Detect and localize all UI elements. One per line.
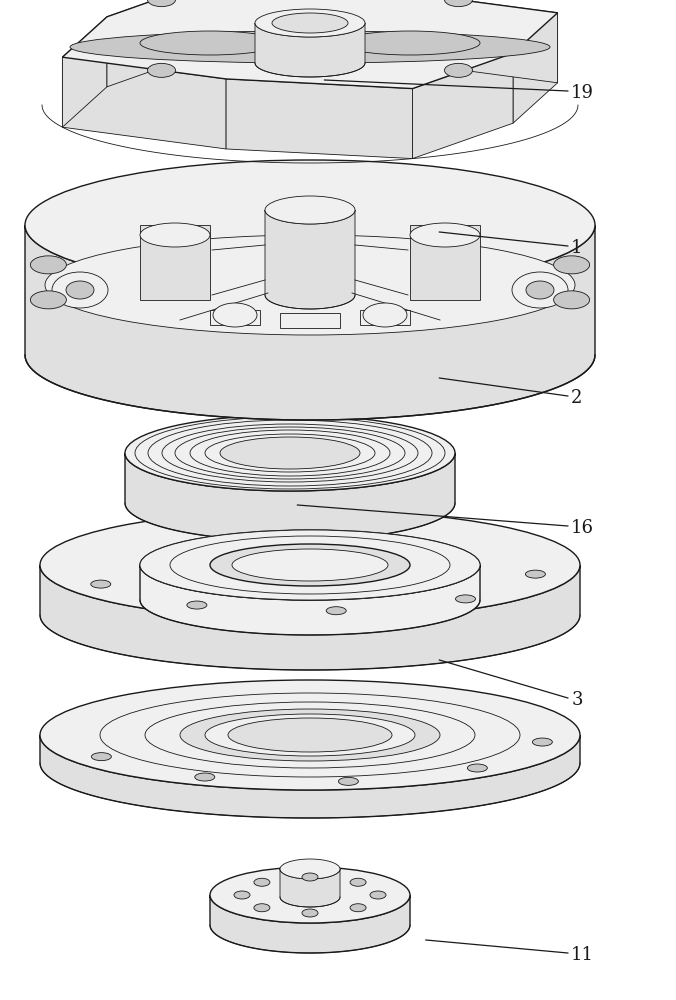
Ellipse shape [254,904,270,912]
Text: 1: 1 [571,239,583,257]
Ellipse shape [340,31,480,55]
Polygon shape [62,0,558,89]
Ellipse shape [370,891,386,899]
Text: 3: 3 [571,691,583,709]
Ellipse shape [512,272,568,308]
Ellipse shape [445,0,473,7]
Ellipse shape [232,549,388,581]
Ellipse shape [140,31,280,55]
Ellipse shape [302,873,318,881]
Ellipse shape [170,536,450,594]
Text: 16: 16 [571,519,594,537]
Ellipse shape [25,160,595,290]
Ellipse shape [30,291,66,309]
Ellipse shape [228,718,392,752]
Ellipse shape [220,437,360,469]
Polygon shape [412,53,513,159]
Ellipse shape [205,714,415,756]
Ellipse shape [66,281,94,299]
FancyBboxPatch shape [410,225,480,300]
Text: 11: 11 [571,946,594,964]
Ellipse shape [410,223,480,247]
Polygon shape [62,57,226,149]
Ellipse shape [302,909,318,917]
Ellipse shape [147,0,176,7]
Ellipse shape [445,63,473,77]
Ellipse shape [327,607,346,615]
Ellipse shape [180,709,440,761]
FancyBboxPatch shape [210,310,260,325]
Ellipse shape [52,272,108,308]
Ellipse shape [350,904,366,912]
Polygon shape [25,225,595,420]
Ellipse shape [272,13,348,33]
Ellipse shape [265,196,355,224]
Polygon shape [208,0,394,61]
Ellipse shape [125,415,455,491]
Ellipse shape [140,530,480,600]
Polygon shape [107,0,208,87]
Ellipse shape [210,544,410,586]
Ellipse shape [280,859,340,879]
Polygon shape [40,735,580,818]
Ellipse shape [40,510,580,620]
Ellipse shape [147,63,176,77]
Ellipse shape [255,9,365,37]
Polygon shape [513,13,558,123]
Ellipse shape [100,693,520,777]
Ellipse shape [195,773,215,781]
Polygon shape [394,0,558,83]
Polygon shape [140,565,480,635]
Ellipse shape [40,680,580,790]
Ellipse shape [533,738,552,746]
Ellipse shape [554,291,589,309]
Ellipse shape [456,595,475,603]
FancyBboxPatch shape [140,225,210,300]
Ellipse shape [526,281,554,299]
Text: 19: 19 [571,84,594,102]
Polygon shape [210,895,410,953]
Ellipse shape [140,223,210,247]
Ellipse shape [234,891,250,899]
Ellipse shape [91,753,112,761]
Ellipse shape [554,256,589,274]
Ellipse shape [30,256,66,274]
Ellipse shape [45,235,575,335]
Polygon shape [125,453,455,541]
Ellipse shape [187,601,207,609]
Ellipse shape [363,303,407,327]
Ellipse shape [254,878,270,886]
Ellipse shape [350,878,366,886]
Ellipse shape [213,303,257,327]
Polygon shape [40,565,580,670]
Ellipse shape [70,31,550,63]
Ellipse shape [145,702,475,768]
Ellipse shape [467,764,487,772]
Polygon shape [255,23,365,77]
FancyBboxPatch shape [280,313,340,328]
FancyBboxPatch shape [360,310,410,325]
Ellipse shape [525,570,546,578]
Ellipse shape [210,867,410,923]
Ellipse shape [91,580,111,588]
Text: 2: 2 [571,389,583,407]
Polygon shape [62,17,107,127]
Polygon shape [280,869,340,907]
Polygon shape [265,210,355,309]
Ellipse shape [140,530,480,600]
Ellipse shape [339,777,358,785]
Polygon shape [226,79,412,159]
